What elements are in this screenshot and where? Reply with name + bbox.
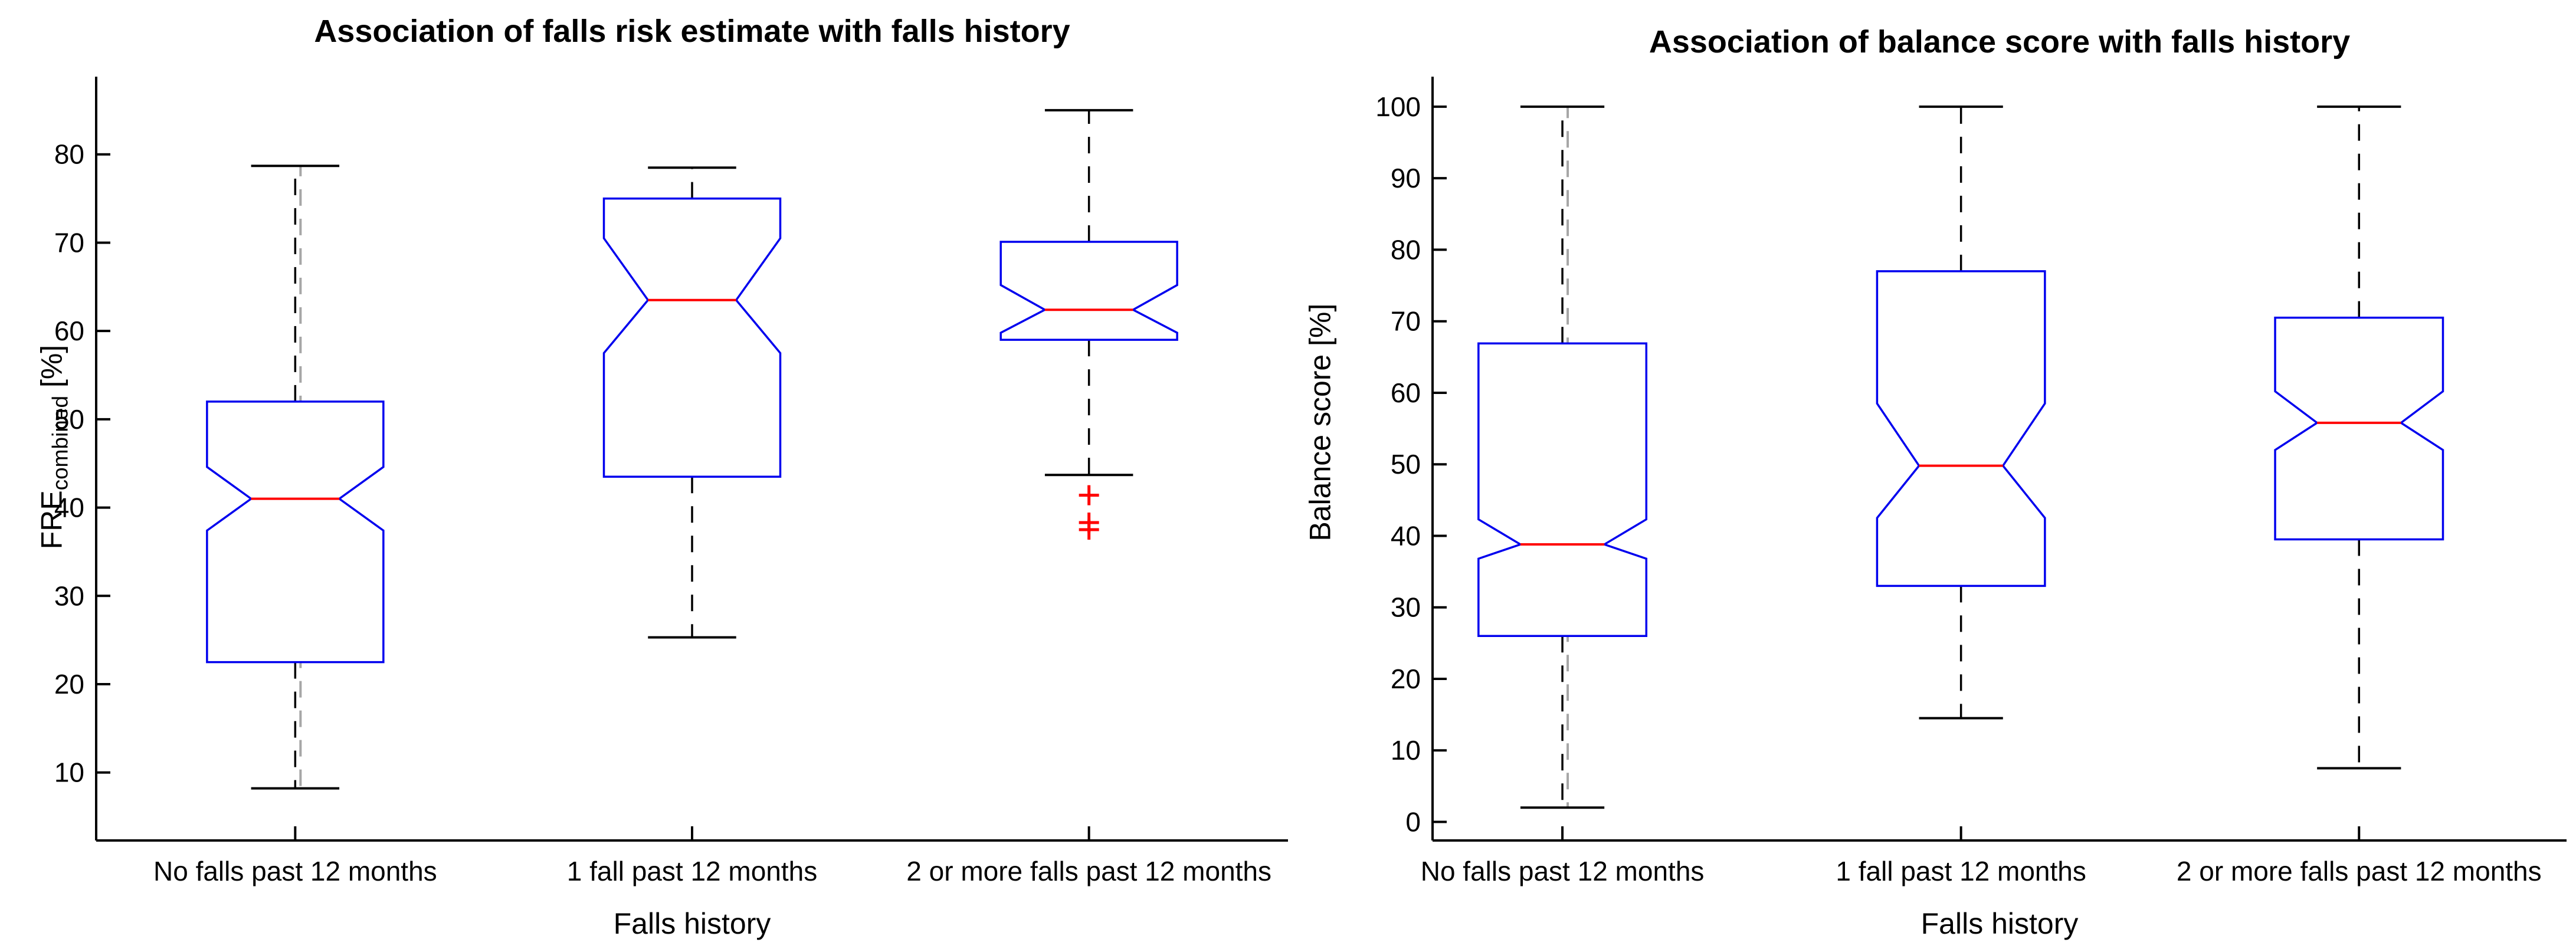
- notched-box: [2274, 316, 2444, 541]
- left-panel-title: Association of falls risk estimate with …: [314, 14, 1070, 49]
- y-tick-label: 40: [54, 492, 84, 523]
- left-y-axis-label-prefix: FRE: [35, 490, 68, 550]
- y-tick-label: 50: [1391, 449, 1421, 480]
- y-tick-label: 60: [1391, 377, 1421, 408]
- y-tick-label: 70: [1391, 306, 1421, 337]
- x-category-label: 1 fall past 12 months: [567, 856, 817, 886]
- left-y-axis-label: FREcombined [%]: [1, 345, 73, 566]
- y-tick-label: 50: [54, 404, 84, 435]
- notched-box: [999, 241, 1178, 341]
- notched-box: [206, 400, 385, 664]
- y-tick-label: 80: [54, 139, 84, 170]
- right-y-axis-label: Balance score [%]: [1269, 304, 1342, 558]
- y-tick-label: 30: [1391, 592, 1421, 623]
- y-tick-label: 10: [1391, 735, 1421, 766]
- x-category-label: No falls past 12 months: [153, 856, 437, 886]
- y-tick-label: 10: [54, 757, 84, 788]
- y-tick-label: 40: [1391, 520, 1421, 551]
- left-x-axis-label: Falls history: [613, 907, 771, 940]
- x-category-label: 2 or more falls past 12 months: [906, 856, 1271, 886]
- right-x-axis-label: Falls history: [1920, 907, 2079, 940]
- notched-box: [1477, 342, 1648, 637]
- x-category-label: 2 or more falls past 12 months: [2177, 856, 2542, 886]
- y-tick-label: 0: [1405, 806, 1421, 837]
- y-tick-label: 100: [1375, 91, 1421, 122]
- y-tick-label: 90: [1391, 163, 1421, 193]
- y-tick-label: 60: [54, 316, 84, 346]
- right-y-axis-label-prefix: Balance score: [1303, 354, 1337, 541]
- x-category-label: 1 fall past 12 months: [1836, 856, 2086, 886]
- right-panel-title: Association of balance score with falls …: [1648, 24, 2351, 60]
- notched-box: [1876, 270, 2046, 587]
- y-tick-label: 80: [1391, 234, 1421, 265]
- y-tick-label: 20: [54, 669, 84, 700]
- left-y-axis-label-suffix: [%]: [35, 344, 68, 396]
- x-category-label: No falls past 12 months: [1421, 856, 1705, 886]
- y-tick-label: 30: [54, 580, 84, 611]
- y-tick-label: 20: [1391, 664, 1421, 694]
- y-tick-label: 70: [54, 227, 84, 258]
- left-y-axis-label-subscript: combined: [48, 395, 73, 491]
- right-y-axis-label-suffix: [%]: [1303, 303, 1337, 354]
- notched-box: [602, 197, 782, 478]
